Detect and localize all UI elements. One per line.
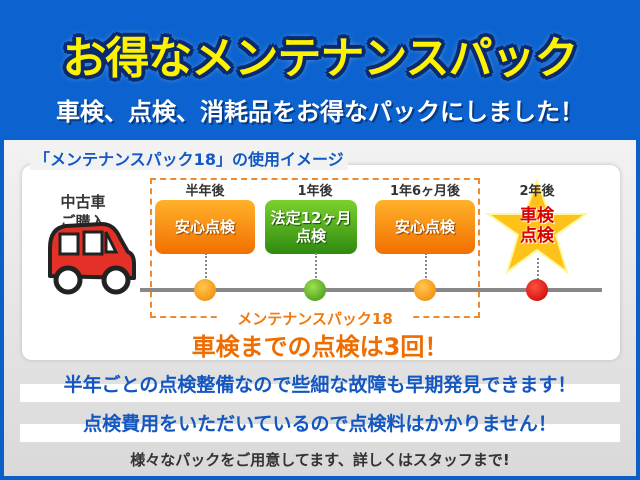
section-title: 「メンテナンスパック18」の使用イメージ [30,146,348,170]
page-title: お得なメンテナンスパック [62,33,578,84]
milestone-time-2: 1年後 [297,184,333,199]
car-icon [48,222,136,295]
benefit-2: 点検費用をいただいているので点検料はかかりません！ [83,413,557,435]
milestone-time-4: 2年後 [519,184,555,199]
timeline-line [140,288,602,292]
milestone-box-text: 点検 [520,226,554,246]
milestone-dot-1 [194,279,216,301]
milestone-box-3: 安心点検 [375,200,475,254]
milestone-stem [425,253,427,281]
milestone-dot-4 [526,279,548,301]
purchase-label-line1: 中古車 [60,193,106,211]
milestone-stem [537,258,539,280]
milestone-box-4: 車検 点検 [502,206,572,246]
benefit-1: 半年ごとの点検整備なので些細な故障も早期発見できます！ [63,374,577,396]
milestone-box-text: 点検 [295,227,326,245]
benefit-highlight-bar [20,424,620,442]
milestone-dot-2 [304,279,326,301]
pack-count-text: 車検までの点検は3回！ [191,333,449,361]
header-banner [0,0,640,140]
milestone-stem [205,253,207,281]
milestone-time-3: 1年6ヶ月後 [389,184,461,199]
milestone-box-text: 法定12ヶ月 [270,209,352,227]
page-subtitle: 車検、点検、消耗品をお得なパックにしました！ [56,98,584,126]
pack-label: メンテナンスパック18 [220,308,410,329]
footer-note: 様々なパックをご用意してます、詳しくはスタッフまで! [130,451,510,469]
milestone-time-1: 半年後 [185,184,225,199]
milestone-box-1: 安心点検 [155,200,255,254]
milestone-stem [315,253,317,281]
milestone-box-text: 車検 [520,206,554,226]
milestone-box-text: 安心点検 [394,218,455,236]
star-burst-icon [484,178,590,275]
milestone-box-text: 安心点検 [174,218,235,236]
milestone-box-2: 法定12ヶ月 点検 [265,200,357,254]
milestone-dot-3 [414,279,436,301]
benefit-highlight-bar [20,384,620,402]
